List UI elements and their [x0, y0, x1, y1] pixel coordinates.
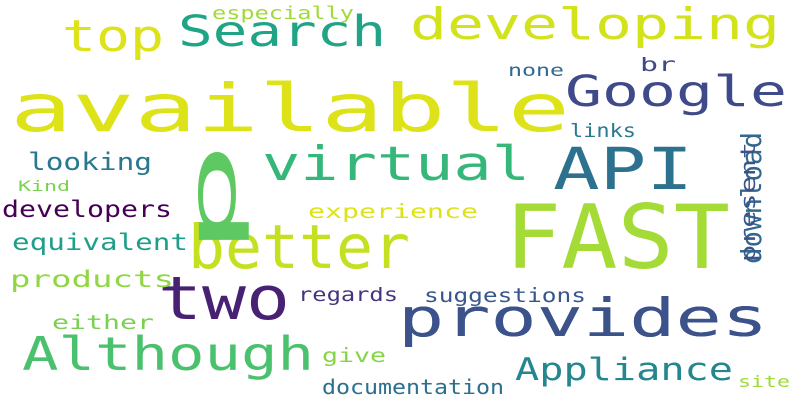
word-two: two [158, 263, 290, 333]
word-fast: FAST [505, 185, 730, 289]
word-br: br [640, 54, 676, 76]
word-better: better [188, 211, 410, 283]
word-products: products [10, 267, 174, 294]
word-site: site [738, 371, 790, 391]
word-virtual: virtual [262, 136, 530, 192]
word-experience: experience [308, 199, 478, 223]
word-either: either [52, 310, 154, 334]
word-documentation: documentation [322, 374, 504, 399]
word-appliance: Appliance [515, 352, 733, 389]
word-present: present [736, 142, 760, 262]
word-especially: especially [212, 2, 354, 24]
word-provides-2: provides [398, 287, 768, 349]
word-kind: Kind [18, 178, 70, 195]
word-p: p [174, 140, 251, 258]
word-developing: developing [410, 0, 780, 50]
word-api: API [553, 135, 693, 203]
word-regards: regards [298, 284, 398, 306]
word-developers: developers [2, 197, 173, 224]
word-links: links [570, 120, 636, 142]
word-search: Search [178, 7, 386, 56]
word-equivalent: equivalent [12, 230, 188, 257]
word-give: give [322, 343, 386, 367]
word-google: Google [565, 67, 787, 116]
word-although: Although [22, 326, 314, 381]
word-top: top [62, 10, 164, 62]
word-looking: looking [28, 148, 152, 177]
word-provides: provides [398, 287, 768, 349]
word-available: available [10, 70, 570, 148]
word-suggestions: suggestions [424, 283, 586, 307]
word-none: none [508, 59, 564, 80]
